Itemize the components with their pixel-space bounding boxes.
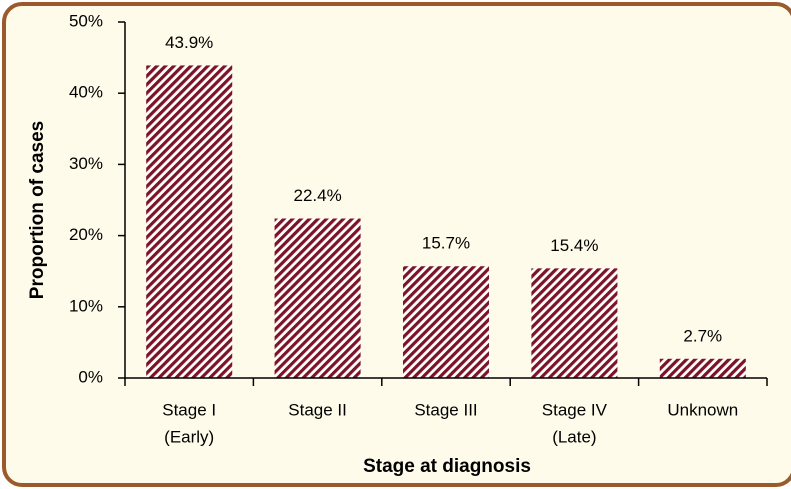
bar	[402, 266, 490, 378]
x-tick-label: Stage I	[162, 400, 216, 419]
y-tick-label: 40%	[69, 83, 103, 102]
x-tick-label: (Late)	[552, 427, 596, 446]
bar	[531, 268, 618, 378]
value-label: 2.7%	[683, 326, 722, 345]
y-axis-title: Proportion of cases	[27, 121, 48, 299]
x-tick-label: (Early)	[164, 427, 214, 446]
value-label: 22.4%	[293, 186, 341, 205]
x-axis-title: Stage at diagnosis	[363, 456, 531, 477]
y-tick-label: 10%	[69, 296, 103, 315]
y-tick-label: 0%	[78, 367, 103, 386]
y-tick-label: 30%	[69, 154, 103, 173]
bar	[146, 65, 233, 378]
x-tick-label: Stage III	[414, 400, 477, 419]
bar	[659, 358, 746, 378]
y-tick-label: 50%	[69, 11, 103, 30]
x-tick-label: Unknown	[667, 400, 738, 419]
x-tick-label: Stage IV	[542, 400, 608, 419]
y-tick-label: 20%	[69, 225, 103, 244]
value-label: 43.9%	[165, 33, 213, 52]
value-label: 15.4%	[550, 236, 598, 255]
bar	[274, 218, 361, 378]
value-label: 15.7%	[422, 234, 470, 253]
x-tick-label: Stage II	[288, 400, 347, 419]
